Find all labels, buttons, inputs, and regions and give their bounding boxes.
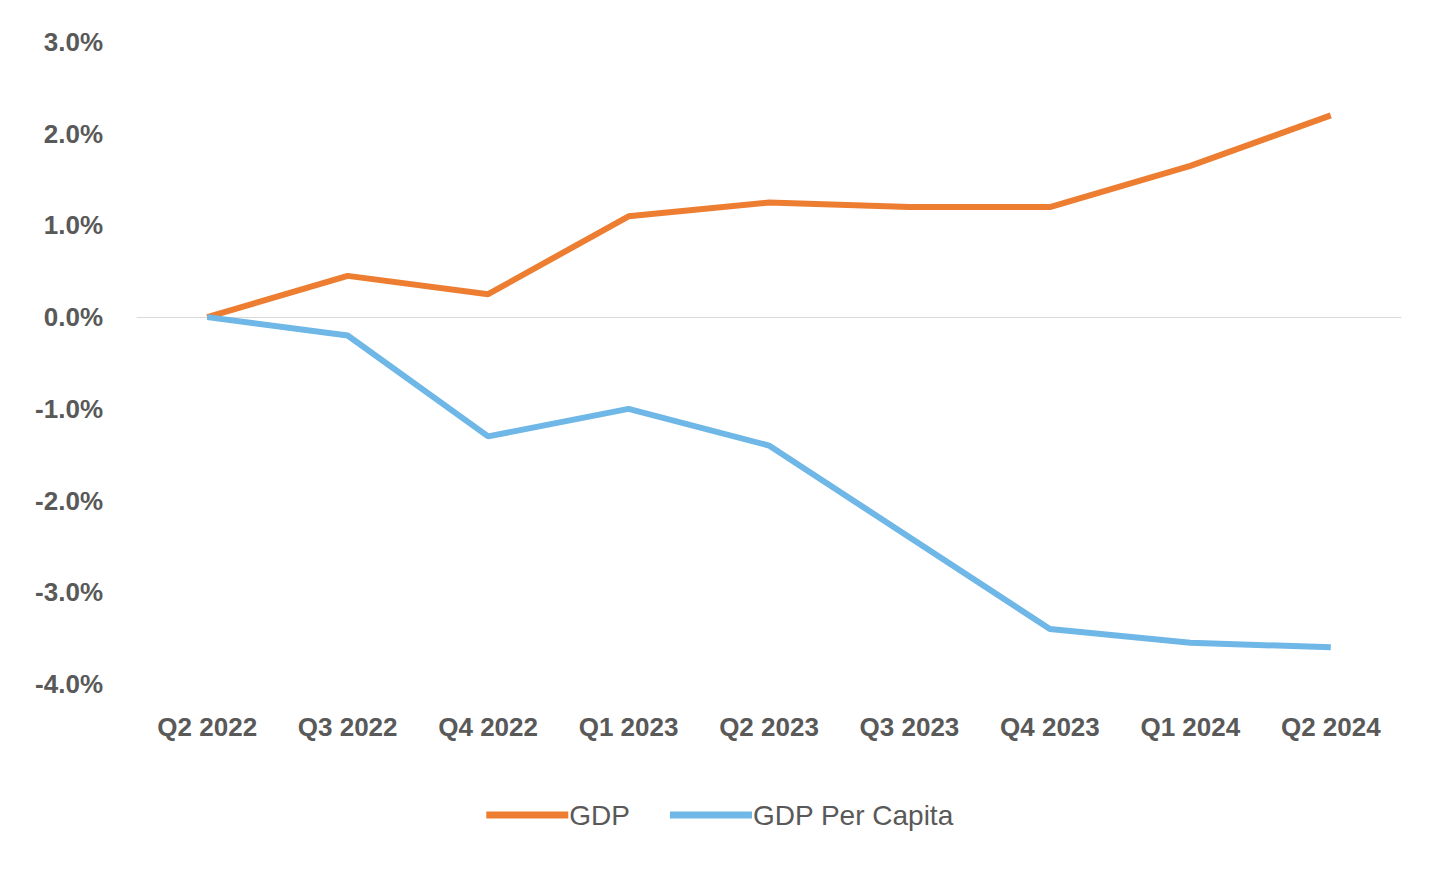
svg-text:2.0%: 2.0% [44, 119, 103, 149]
svg-text:-4.0%: -4.0% [35, 669, 103, 699]
svg-text:Q2 2023: Q2 2023 [719, 712, 819, 742]
svg-text:Q3 2023: Q3 2023 [860, 712, 960, 742]
svg-text:-2.0%: -2.0% [35, 486, 103, 516]
svg-text:Q3 2022: Q3 2022 [298, 712, 398, 742]
svg-text:Q4 2022: Q4 2022 [438, 712, 538, 742]
svg-text:-1.0%: -1.0% [35, 394, 103, 424]
svg-text:GDP: GDP [569, 800, 630, 831]
svg-text:GDP Per Capita: GDP Per Capita [753, 800, 954, 831]
svg-text:Q4 2023: Q4 2023 [1000, 712, 1100, 742]
svg-text:Q1 2024: Q1 2024 [1140, 712, 1240, 742]
svg-text:Q1 2023: Q1 2023 [579, 712, 679, 742]
svg-text:Q2 2024: Q2 2024 [1281, 712, 1381, 742]
svg-text:3.0%: 3.0% [44, 27, 103, 57]
svg-text:Q2 2022: Q2 2022 [157, 712, 257, 742]
svg-text:0.0%: 0.0% [44, 302, 103, 332]
svg-text:-3.0%: -3.0% [35, 577, 103, 607]
svg-text:1.0%: 1.0% [44, 210, 103, 240]
